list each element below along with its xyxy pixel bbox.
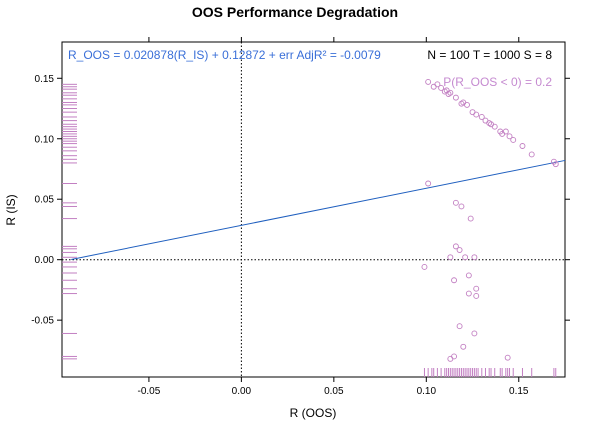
y-tick-label: 0.05 — [35, 195, 55, 206]
data-point — [471, 254, 478, 261]
data-point — [458, 203, 465, 210]
x-tick-label: 0.10 — [417, 386, 437, 397]
data-point — [478, 114, 485, 120]
data-point — [491, 123, 498, 130]
data-point — [421, 263, 428, 270]
data-point — [456, 323, 463, 330]
x-tick-label: 0.15 — [509, 386, 529, 397]
x-tick-label: 0.00 — [232, 386, 252, 397]
regression-line — [71, 159, 566, 260]
data-point — [510, 137, 517, 143]
y-axis-ticks: -0.05 0.00 0.05 0.10 0.15 — [31, 74, 570, 327]
y-axis-label: R (IS) — [4, 194, 18, 225]
data-point — [456, 247, 463, 253]
data-point — [460, 343, 467, 350]
data-point — [452, 199, 459, 206]
regression-line-group — [71, 159, 566, 260]
data-point — [465, 290, 472, 297]
data-point — [451, 277, 457, 284]
data-point — [465, 272, 472, 279]
x-axis-label: R (OOS) — [290, 406, 337, 420]
regression-equation: R_OOS = 0.020878(R_IS) + 0.12872 + err A… — [68, 48, 381, 62]
y-tick-label: 0.00 — [35, 255, 55, 266]
data-point — [452, 94, 459, 101]
data-point — [464, 101, 470, 108]
data-point — [447, 254, 454, 261]
data-point — [434, 81, 441, 88]
data-point — [425, 180, 432, 187]
data-point — [519, 143, 526, 149]
y-tick-label: 0.15 — [35, 74, 55, 85]
data-point — [528, 151, 535, 158]
rug-x-group — [423, 368, 557, 377]
data-point — [462, 254, 469, 261]
x-axis-ticks: -0.05 0.00 0.05 0.10 0.15 — [138, 37, 529, 397]
data-point — [504, 354, 511, 361]
y-tick-label: 0.10 — [35, 134, 55, 145]
data-point — [473, 293, 480, 299]
x-tick-label: -0.05 — [138, 386, 161, 397]
data-point — [425, 78, 432, 85]
plot-frame — [61, 41, 566, 378]
data-point — [438, 85, 445, 91]
data-point — [502, 128, 509, 135]
sample-stats: N = 100 T = 1000 S = 8 — [427, 48, 552, 62]
rug-y-group — [62, 83, 77, 360]
data-point — [467, 215, 474, 222]
y-tick-label: -0.05 — [31, 316, 54, 327]
data-point — [447, 355, 454, 362]
data-point — [447, 89, 454, 96]
probability-negative-oos: P(R_OOS < 0) = 0.2 — [443, 75, 552, 89]
data-point — [452, 243, 459, 250]
data-point — [473, 111, 480, 118]
data-point — [473, 285, 480, 292]
points-group — [421, 78, 559, 362]
data-point — [552, 161, 559, 168]
data-point — [471, 330, 478, 337]
data-point — [506, 133, 513, 140]
chart-title: OOS Performance Degradation — [192, 4, 398, 20]
x-tick-label: 0.05 — [324, 386, 344, 397]
reference-lines — [62, 42, 565, 377]
